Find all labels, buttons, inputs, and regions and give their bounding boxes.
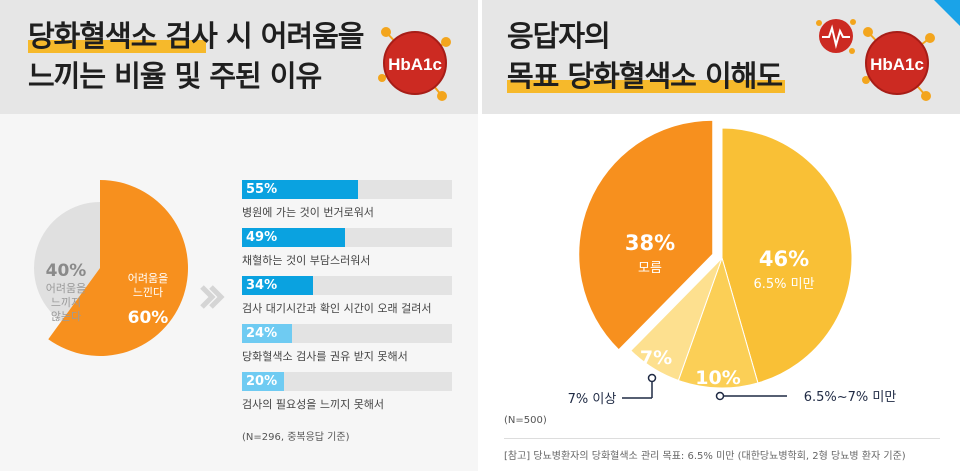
bar-fill bbox=[242, 228, 345, 247]
panel-divider bbox=[478, 0, 482, 471]
bar-value-label: 34% bbox=[246, 278, 278, 293]
hba1c-molecule-icon-right: HbA1c bbox=[862, 27, 935, 101]
bar-category-label: 검사의 필요성을 느끼지 못해서 bbox=[242, 398, 385, 411]
hba1c-molecule-icon: HbA1c bbox=[378, 27, 451, 101]
bar-value-label: 20% bbox=[246, 374, 278, 389]
over-7-value-label: 7% bbox=[640, 347, 672, 369]
left-badge-text: HbA1c bbox=[388, 55, 442, 74]
n-note: (N=500) bbox=[504, 415, 547, 426]
right-title-line2: 목표 당화혈색소 이해도 bbox=[507, 59, 783, 93]
no-difficulty-label-line: 느끼지 bbox=[51, 296, 81, 309]
pie-slice-under-6-5 bbox=[721, 127, 853, 384]
difficulty-value-label: 60% bbox=[128, 308, 169, 328]
left-note: (N=296, 중복응답 기준) bbox=[242, 432, 350, 443]
bar-value-label: 55% bbox=[246, 182, 278, 197]
corner-accent bbox=[934, 0, 960, 26]
pie-slice-6-5-to-7 bbox=[677, 256, 759, 389]
pie-slice-no-difficulty bbox=[33, 202, 100, 322]
under-6-5-label: 6.5% 미만 bbox=[753, 277, 814, 292]
difficulty-label-line: 느낀다 bbox=[133, 286, 163, 299]
pie-slice-over-7 bbox=[630, 257, 723, 382]
bar-track: 24% bbox=[242, 324, 452, 343]
pie-slice-difficulty bbox=[48, 180, 188, 356]
footnote-divider bbox=[504, 438, 940, 439]
over-7-leader-dot bbox=[647, 373, 657, 383]
bar-value-label: 24% bbox=[246, 326, 278, 341]
arrow-icon bbox=[200, 285, 225, 309]
bar-fill bbox=[242, 276, 314, 295]
pie-slice-unknown bbox=[578, 119, 714, 351]
footnote: [참고] 당뇨병환자의 당화혈색소 관리 목표: 6.5% 미만 (대한당뇨병학… bbox=[504, 451, 906, 462]
bar-category-label: 검사 대기시간과 확인 시간이 오래 걸려서 bbox=[242, 302, 432, 315]
no-difficulty-label-line: 않는다 bbox=[51, 310, 81, 323]
left-title-line2: 느끼는 비율 및 주된 이유 bbox=[28, 59, 322, 93]
bar-track: 49% bbox=[242, 228, 452, 247]
unknown-value-label: 38% bbox=[625, 231, 675, 255]
left-title-line1: 당화혈색소 검사 시 어려움을 bbox=[28, 19, 364, 53]
bar-value-label: 49% bbox=[246, 230, 278, 245]
bar-category-label: 채혈하는 것이 부담스러워서 bbox=[242, 254, 371, 267]
difficulty-label-line: 어려움을 bbox=[128, 272, 168, 285]
six5-to-7-value-label: 10% bbox=[695, 367, 740, 389]
bar-fill bbox=[242, 324, 293, 343]
right-badge-text: HbA1c bbox=[870, 55, 924, 74]
six5-to-7-leader-dot bbox=[715, 391, 725, 401]
right-title-line1: 응답자의 bbox=[507, 19, 611, 53]
six5-to-7-outside-label: 6.5%~7% 미만 bbox=[804, 390, 897, 405]
right-panel: 응답자의 목표 당화혈색소 이해도 HbA1c 46% 6.5% 미만 10% 7% 3… bbox=[482, 0, 960, 471]
heartbeat-icon bbox=[816, 19, 856, 54]
bar-category-label: 당화혈색소 검사를 권유 받지 못해서 bbox=[242, 350, 408, 363]
left-panel: 당화혈색소 검사 시 어려움을 느끼는 비율 및 주된 이유 HbA1c 40%… bbox=[0, 0, 478, 471]
unknown-label: 모름 bbox=[638, 261, 662, 276]
over-7-outside-label: 7% 이상 bbox=[568, 392, 617, 407]
target-understanding-pie-chart: 46% 6.5% 미만 10% 7% 38% 모름 7% 이상 6.5%~7% 미만 bbox=[568, 119, 897, 407]
under-6-5-value-label: 46% bbox=[759, 247, 809, 271]
left-title: 당화혈색소 검사 시 어려움을 느끼는 비율 및 주된 이유 bbox=[28, 16, 364, 96]
bar-fill bbox=[242, 372, 284, 391]
bar-track: 55% bbox=[242, 180, 452, 199]
no-difficulty-value-label: 40% bbox=[46, 261, 87, 281]
bar-category-label: 병원에 가는 것이 번거로워서 bbox=[242, 206, 374, 219]
no-difficulty-label-line: 어려움을 bbox=[46, 282, 86, 295]
bar-fill bbox=[242, 180, 358, 199]
bar-track: 20% bbox=[242, 372, 452, 391]
bar-track: 34% bbox=[242, 276, 452, 295]
right-title: 응답자의 목표 당화혈색소 이해도 bbox=[507, 16, 785, 96]
